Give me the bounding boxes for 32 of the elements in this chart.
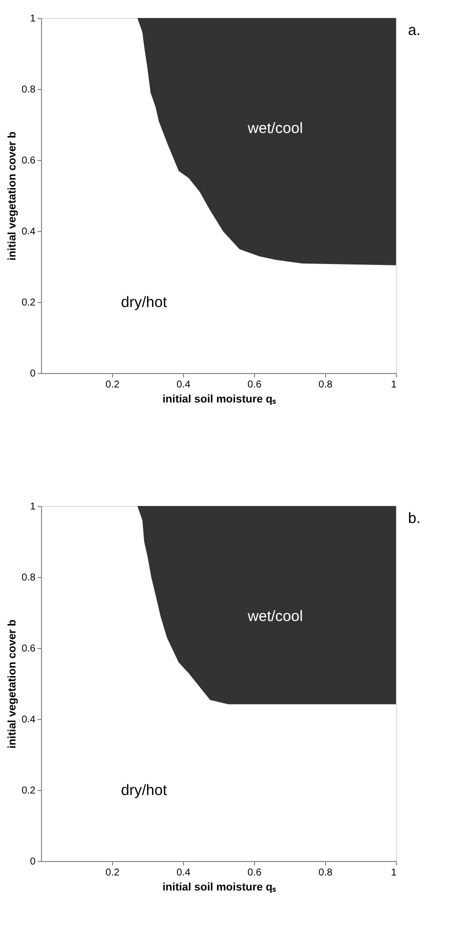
y-tick-label: 0.8 <box>22 84 36 96</box>
x-tick-label: 0.2 <box>106 868 120 878</box>
annotation: dry/hot <box>121 294 168 311</box>
y-tick-label: 0 <box>30 856 36 868</box>
x-tick-label: 0.6 <box>248 868 262 878</box>
x-tick-label: 0.8 <box>318 380 333 390</box>
y-tick-label: 0.2 <box>22 786 36 796</box>
x-tick-label: 1 <box>390 868 397 878</box>
y-tick-label: 0.2 <box>22 298 36 308</box>
y-tick-label: 0.6 <box>22 644 36 654</box>
y-tick-label: 0.4 <box>22 714 36 726</box>
x-axis-title: initial soil moisture qₛ <box>162 882 276 894</box>
x-tick-label: 0.4 <box>176 380 191 390</box>
annotation: wet/cool <box>246 608 303 626</box>
x-axis-title: initial soil moisture qₛ <box>162 394 276 406</box>
y-tick-label: 1 <box>30 14 36 24</box>
y-tick-label: 0 <box>30 368 36 380</box>
y-tick-label: 0.8 <box>22 572 36 584</box>
y-axis-title: initial vegetation cover b <box>6 131 19 260</box>
y-tick-label: 1 <box>30 502 36 512</box>
text: a. <box>408 22 421 39</box>
y-tick-label: 0.6 <box>22 156 36 166</box>
y-tick-label: 0.4 <box>22 226 36 238</box>
annotation: wet/cool <box>246 120 303 138</box>
x-tick-label: 0.2 <box>106 380 120 390</box>
y-axis-title: initial vegetation cover b <box>6 619 19 748</box>
x-tick-label: 1 <box>390 380 397 390</box>
annotation: dry/hot <box>121 782 168 799</box>
x-tick-label: 0.6 <box>248 380 262 390</box>
x-tick-label: 0.8 <box>318 868 333 878</box>
x-tick-label: 0.4 <box>176 868 191 878</box>
text: b. <box>408 510 421 527</box>
